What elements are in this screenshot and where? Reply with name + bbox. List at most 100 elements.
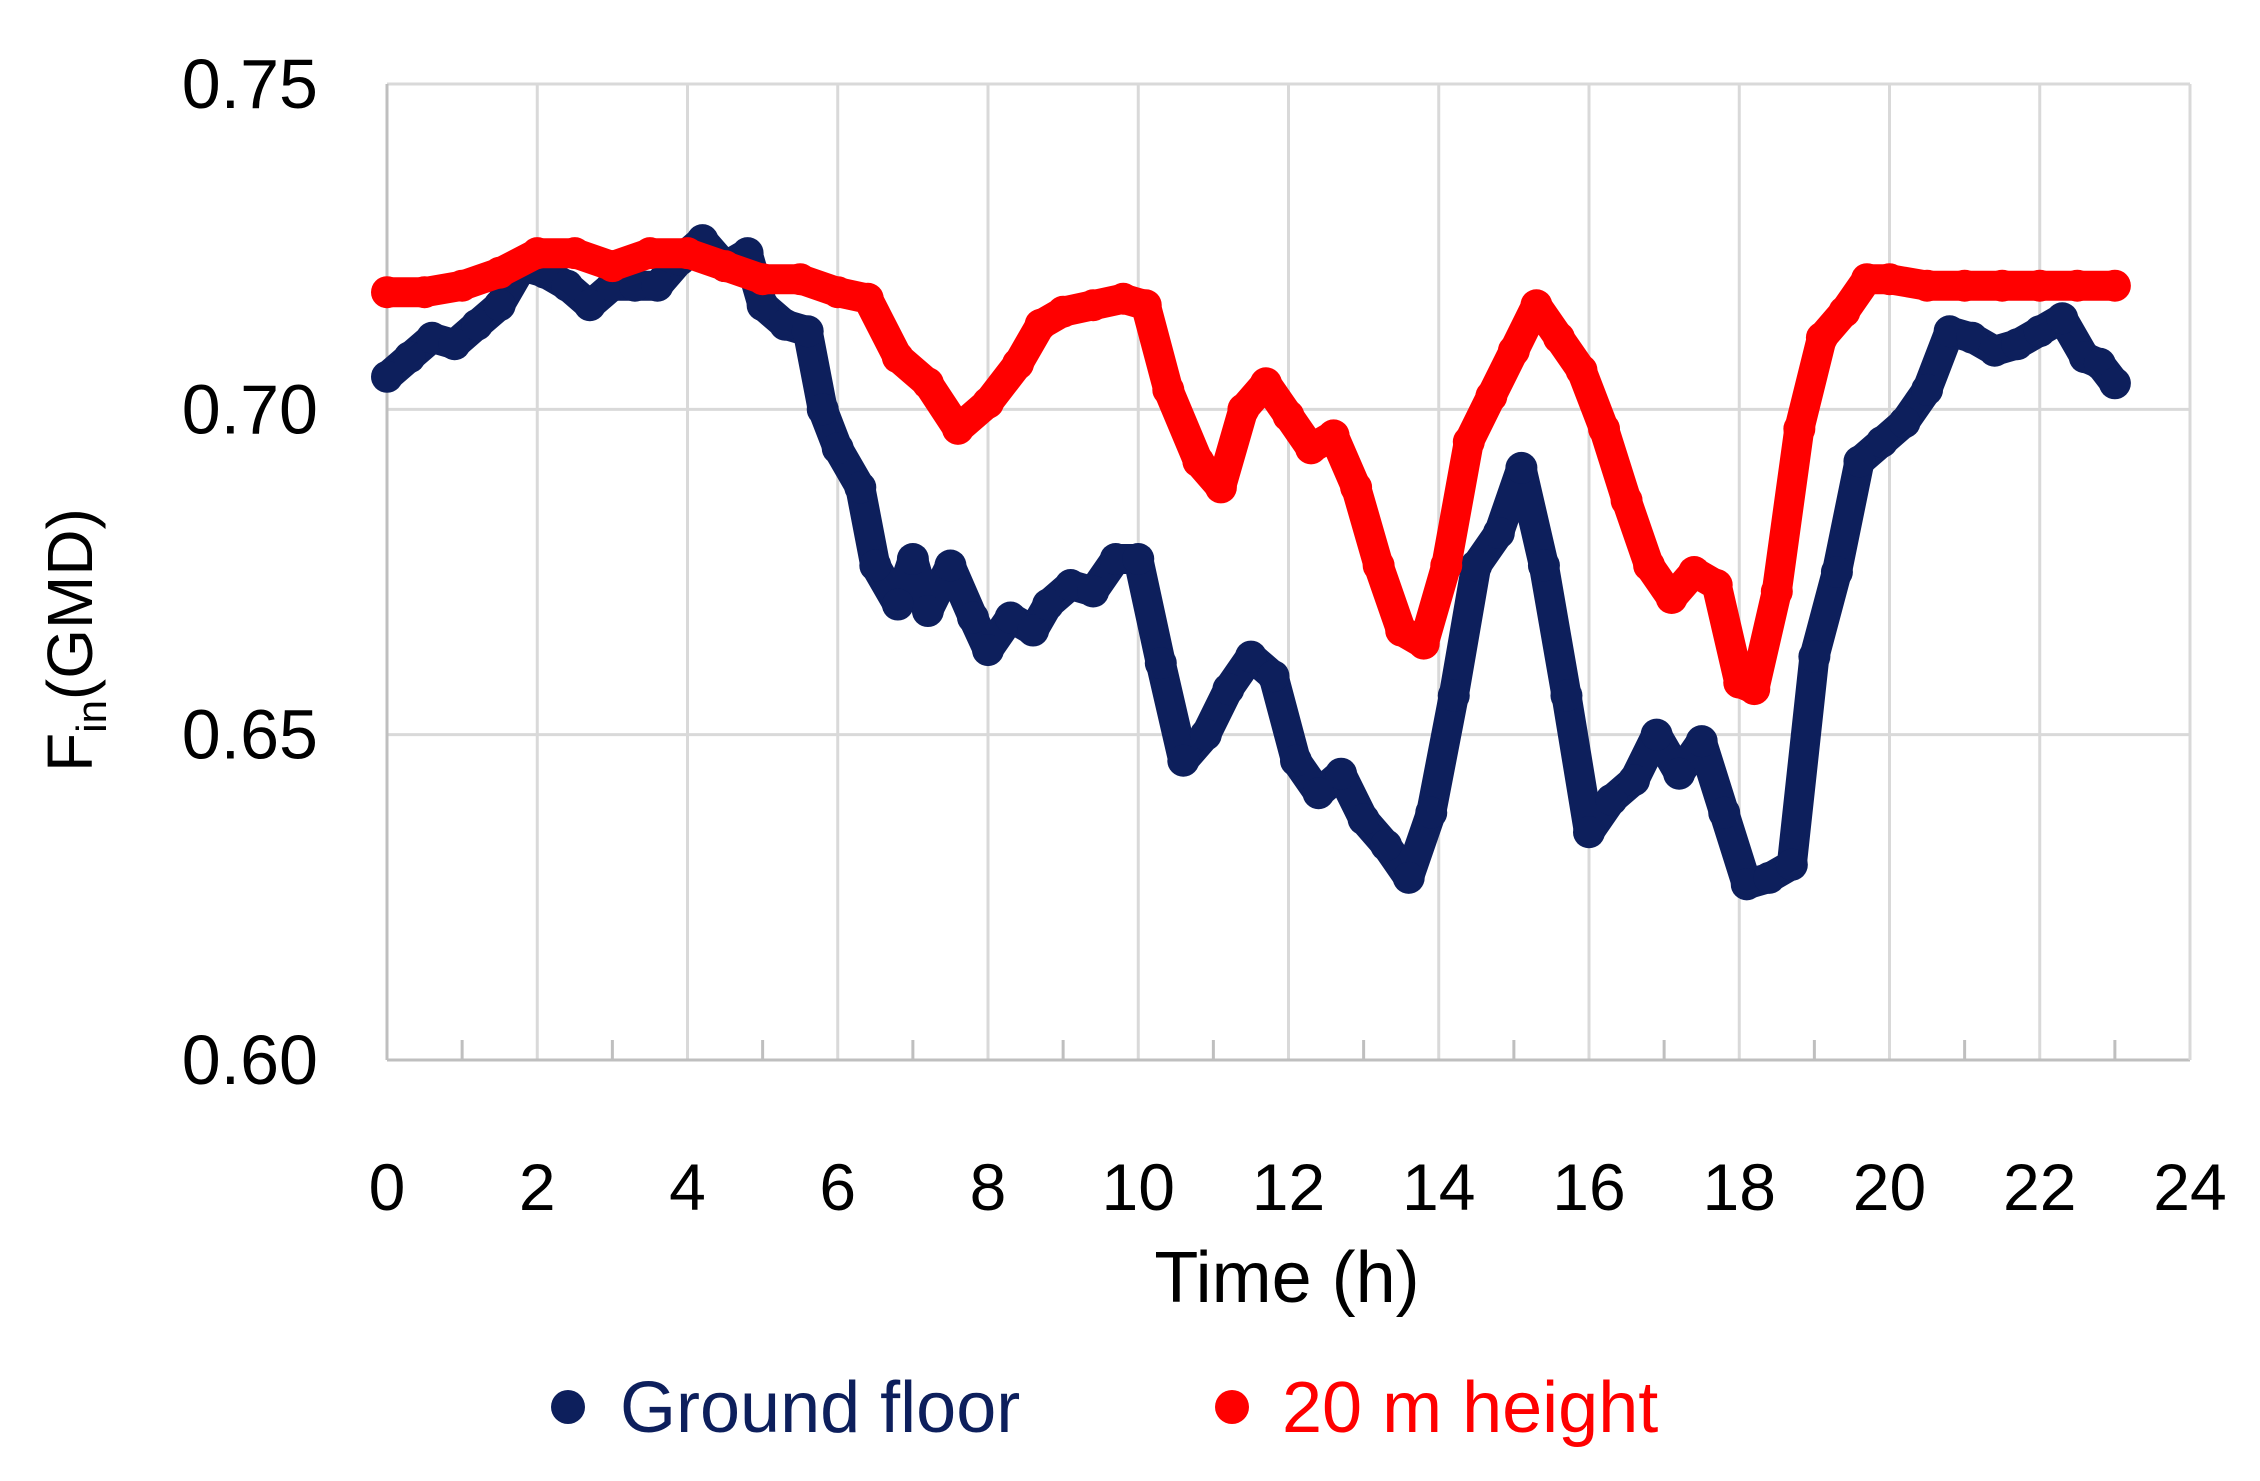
- x-tick-label: 22: [2003, 1150, 2076, 1224]
- data-point: [1618, 764, 1651, 797]
- x-tick-label: 0: [369, 1150, 406, 1224]
- data-point: [1527, 549, 1560, 582]
- legend-label-20m-height: 20 m height: [1282, 1368, 1658, 1448]
- data-point: [1505, 451, 1538, 484]
- data-point: [446, 269, 479, 302]
- data-point: [821, 432, 854, 465]
- data-point: [2046, 302, 2079, 335]
- data-point: [1805, 321, 1838, 354]
- x-axis-title: Time (h): [1154, 1238, 1419, 1318]
- data-point: [521, 237, 554, 270]
- data-point: [1700, 569, 1733, 602]
- legend-marker-20m-height: [1215, 1390, 1249, 1424]
- data-point: [1122, 542, 1155, 575]
- data-point: [671, 237, 704, 270]
- axis-labels: 0 2 4 6 8 10 12 14 16 18 20 22 240.600.650.700.75: [182, 45, 2227, 1224]
- data-point: [1708, 796, 1741, 829]
- y-axis-title-suffix: (GMD): [34, 508, 106, 700]
- data-point: [573, 289, 606, 322]
- data-point: [1129, 289, 1162, 322]
- data-point: [596, 250, 629, 283]
- data-point: [934, 549, 967, 582]
- data-point: [438, 328, 471, 361]
- data-point: [1430, 549, 1463, 582]
- data-point: [1685, 725, 1718, 758]
- data-point: [1663, 757, 1696, 790]
- x-tick-label: 10: [1102, 1150, 1175, 1224]
- data-point: [1415, 796, 1448, 829]
- data-point: [551, 269, 584, 302]
- data-point: [784, 263, 817, 296]
- data-point: [371, 360, 403, 393]
- data-point: [1911, 373, 1944, 406]
- data-point: [859, 549, 892, 582]
- data-point: [1948, 269, 1981, 302]
- data-point: [1249, 367, 1282, 400]
- series-20m-height: [371, 237, 2131, 706]
- y-tick-label: 0.60: [182, 1021, 318, 1099]
- data-point: [1482, 516, 1515, 549]
- data-point: [1828, 295, 1861, 328]
- data-point: [2061, 269, 2094, 302]
- data-point: [1798, 640, 1831, 673]
- data-point: [618, 269, 651, 302]
- data-point: [851, 282, 884, 315]
- x-tick-label: 14: [1402, 1150, 1475, 1224]
- y-tick-label: 0.70: [182, 370, 318, 448]
- series-line: [372, 225, 2130, 900]
- data-point: [881, 341, 914, 374]
- data-point: [408, 276, 441, 309]
- data-point: [1588, 412, 1621, 445]
- data-point: [1850, 263, 1883, 296]
- data-point: [1452, 425, 1485, 458]
- data-point: [1167, 744, 1200, 777]
- data-point: [896, 542, 929, 575]
- data-point: [1099, 542, 1132, 575]
- data-point: [2098, 367, 2131, 400]
- data-point: [1911, 269, 1944, 302]
- data-point: [821, 276, 854, 309]
- data-point: [558, 237, 591, 270]
- data-point: [633, 237, 666, 270]
- data-point: [1325, 757, 1358, 790]
- data-point: [1437, 679, 1470, 712]
- x-tick-label: 2: [519, 1150, 556, 1224]
- series-ground-floor: [371, 224, 2131, 901]
- x-tick-label: 24: [2153, 1150, 2226, 1224]
- data-point: [911, 367, 944, 400]
- data-point: [1888, 406, 1921, 439]
- data-point: [1610, 484, 1643, 517]
- data-point: [1738, 673, 1771, 706]
- data-point: [1873, 263, 1906, 296]
- data-point: [1227, 393, 1260, 426]
- legend-label-ground-floor: Ground floor: [620, 1368, 1020, 1448]
- data-point: [806, 393, 839, 426]
- data-point: [911, 595, 944, 628]
- data-point: [1077, 575, 1110, 608]
- data-point: [1272, 399, 1305, 432]
- data-point: [709, 250, 742, 283]
- data-point: [972, 386, 1004, 419]
- data-point: [1370, 829, 1403, 862]
- y-axis-title-main: F: [34, 733, 106, 772]
- data-point: [1182, 445, 1215, 478]
- grid-lines: [387, 82, 2192, 1062]
- data-point: [393, 341, 426, 374]
- data-point: [1820, 556, 1853, 588]
- data-point: [941, 412, 974, 445]
- data-point: [1302, 777, 1335, 810]
- x-tick-label: 8: [970, 1150, 1007, 1224]
- y-axis-title-subscript: in: [68, 700, 115, 733]
- data-point: [1407, 627, 1440, 660]
- data-point: [956, 601, 989, 634]
- data-point: [1189, 718, 1222, 751]
- data-point: [1257, 660, 1290, 693]
- data-point: [1347, 803, 1380, 836]
- x-tick-label: 18: [1703, 1150, 1776, 1224]
- data-point: [1392, 861, 1425, 894]
- legend: Ground floor 20 m height: [551, 1368, 1658, 1448]
- data-point: [1340, 471, 1373, 504]
- data-point: [1550, 679, 1583, 712]
- data-series: [371, 224, 2131, 901]
